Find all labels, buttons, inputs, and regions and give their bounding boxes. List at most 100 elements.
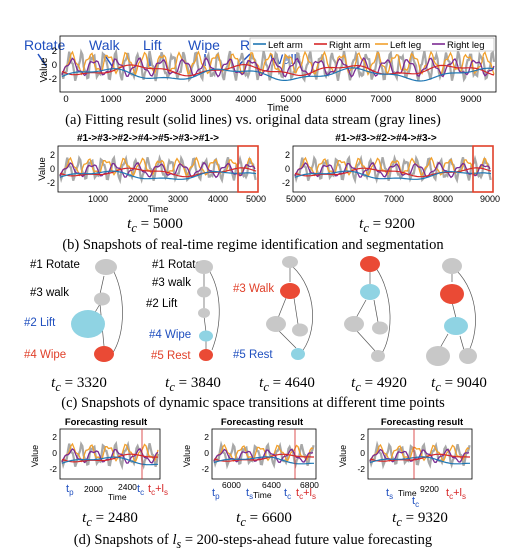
x-tick: 6400 — [262, 480, 281, 490]
panel-a-chart: Rotate Walk Lift Wipe Rest Walk Left arm… — [24, 35, 497, 112]
y-tick: -2 — [357, 464, 365, 474]
x-tick: 8000 — [415, 94, 436, 105]
label-walk: #3 walk — [152, 277, 191, 289]
current-window-right — [472, 145, 494, 193]
series-left-arm — [61, 67, 495, 82]
plot-series-d1 — [60, 440, 160, 471]
node-4 — [94, 346, 114, 362]
marker-tp: tp — [66, 483, 74, 497]
node-4 — [292, 323, 308, 337]
x-tick: 2400 — [118, 482, 137, 492]
marker-tc: tc — [284, 487, 291, 501]
caption-b: (b) Snapshots of real-time regime identi… — [62, 237, 444, 253]
edge — [293, 297, 299, 325]
x-tick: 7000 — [370, 94, 391, 105]
series-right-arm — [61, 63, 495, 77]
node-1 — [95, 259, 117, 275]
tc-c5: tc = 9040 — [431, 375, 487, 394]
y-tick: -2 — [201, 464, 209, 474]
edge — [439, 333, 449, 349]
label-rotate: #1 Rotate — [30, 259, 80, 271]
transition-graph-3: #3 Walk #5 Rest — [233, 256, 313, 361]
x-tick: 3000 — [168, 194, 188, 204]
marker-tc-ls: tc+ls — [446, 487, 466, 501]
y-tick: -2 — [282, 178, 290, 188]
series-left-arm — [59, 170, 257, 180]
panel-b-charts: #1->#3->#2->#4->#5->#3->#1-> #1->#3->#2-… — [37, 133, 500, 215]
x-axis-label-left: Time — [148, 204, 169, 215]
y-tick: 0 — [360, 448, 365, 458]
marker-ts: ts — [246, 487, 253, 501]
series-left-arm — [213, 456, 314, 465]
caption-a: (a) Fitting result (solid lines) vs. ori… — [65, 112, 441, 128]
plot-series-d3 — [368, 440, 471, 470]
marker-tc: tc — [137, 483, 144, 497]
node-3 — [197, 286, 211, 298]
node-1 — [195, 260, 213, 274]
x-tick: 5000 — [286, 194, 306, 204]
event-walk: Walk — [89, 37, 121, 53]
series-left-leg — [61, 50, 495, 77]
plot-frame-d3 — [367, 428, 473, 480]
x-tick: 7000 — [384, 194, 404, 204]
forecast-title-3: Forecasting result — [381, 417, 464, 428]
y-tick: 0 — [52, 448, 57, 458]
y-axis-label: Value — [39, 57, 50, 82]
plot-frame-d2 — [211, 428, 317, 480]
y-tick: 0 — [285, 164, 290, 174]
x-tick: 4000 — [235, 94, 256, 105]
event-wipe: Wipe — [188, 37, 220, 53]
legend-left-arm: Left arm — [268, 40, 303, 51]
node-4 — [372, 321, 388, 335]
edge — [203, 315, 207, 333]
tc-c4: tc = 4920 — [351, 375, 407, 394]
edge — [99, 275, 105, 295]
node-4 — [199, 330, 213, 342]
series-left-arm — [294, 170, 492, 180]
event-arrow — [37, 53, 47, 67]
node-2 — [266, 316, 286, 332]
raw-series — [293, 154, 492, 185]
plot-series-left — [58, 154, 257, 185]
series-left-leg — [213, 443, 314, 463]
y-tick: 0 — [52, 60, 57, 71]
legend-right-leg: Right leg — [447, 40, 485, 51]
label-lift: #2 Lift — [24, 317, 56, 329]
x-tick: 6000 — [335, 194, 355, 204]
series-left-arm — [369, 456, 470, 465]
event-lift: Lift — [143, 37, 162, 53]
panel-c-graphs: #1 Rotate #3 walk #2 Lift #4 Wipe #1 Rot… — [24, 256, 477, 366]
transition-graph-5 — [426, 258, 477, 366]
y-tick: 0 — [204, 448, 209, 458]
series-right-arm — [369, 453, 470, 462]
marker-tc-ls: tc+ls — [296, 487, 316, 501]
y-tick: -2 — [47, 178, 55, 188]
tc-c2: tc = 3840 — [165, 375, 221, 394]
x-tick: 6000 — [222, 480, 241, 490]
y-axis-label-left: Value — [37, 157, 48, 181]
y-tick: 2 — [285, 150, 290, 160]
sequence-right: #1->#3->#2->#4->#3-> — [335, 133, 437, 144]
edge — [373, 299, 379, 323]
y-tick: 2 — [360, 432, 365, 442]
series-right-arm — [213, 453, 314, 462]
y-axis-label-d3: Value — [338, 445, 348, 467]
x-tick: 0 — [63, 94, 68, 105]
node-5 — [199, 349, 213, 361]
edge — [455, 269, 476, 357]
plot-series-right — [293, 154, 492, 185]
tc-b-right: tc = 9200 — [359, 216, 415, 235]
tc-d2: tc = 6600 — [236, 510, 292, 529]
label-rest: #5 Rest — [151, 350, 191, 362]
label-walk: #3 walk — [30, 287, 69, 299]
node-3 — [280, 283, 300, 299]
edge — [291, 265, 313, 355]
edge — [355, 329, 377, 353]
y-tick: 2 — [52, 46, 57, 57]
series-right-leg — [59, 161, 256, 179]
edge — [451, 301, 457, 319]
tc-b-left: tc = 5000 — [127, 216, 183, 235]
y-tick: 2 — [204, 432, 209, 442]
plot-frame — [59, 35, 497, 93]
event-rotate: Rotate — [24, 37, 65, 53]
